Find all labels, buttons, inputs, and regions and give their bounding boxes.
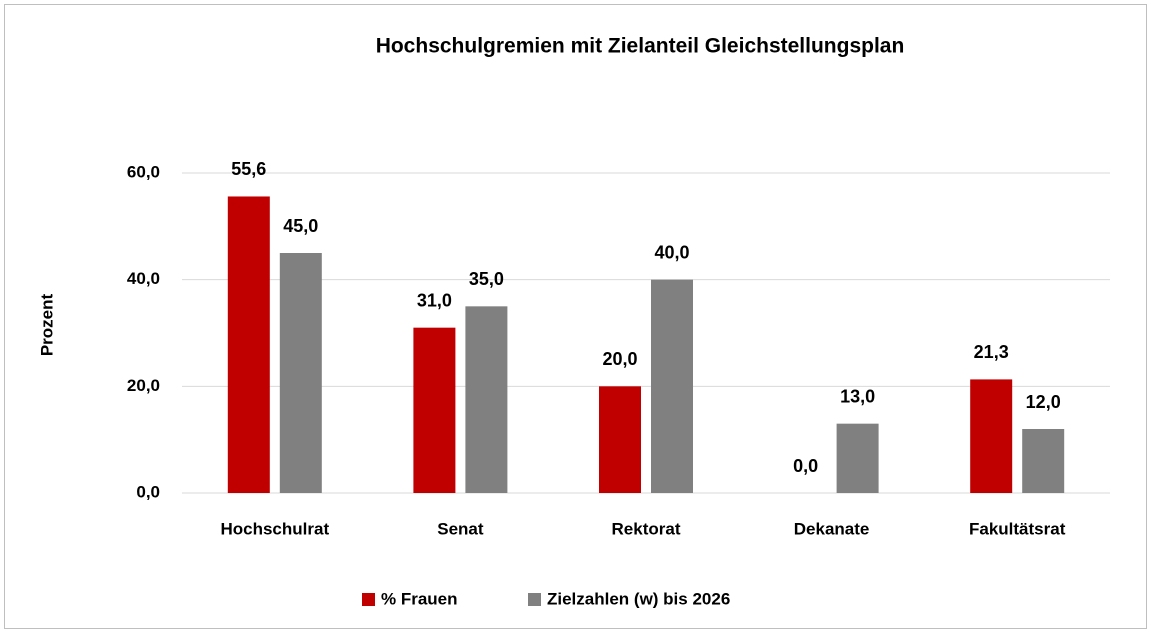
y-tick-label: 40,0: [127, 269, 160, 288]
data-label: 40,0: [654, 242, 689, 262]
bar: [227, 196, 270, 493]
legend-label: Zielzahlen (w) bis 2026: [547, 589, 730, 608]
x-tick-label: Senat: [437, 519, 484, 538]
bar: [836, 423, 879, 493]
data-label: 0,0: [793, 456, 818, 476]
data-label: 35,0: [469, 269, 504, 289]
data-label: 21,3: [974, 342, 1009, 362]
data-label: 45,0: [283, 216, 318, 236]
bar: [279, 253, 322, 493]
data-label: 55,6: [231, 159, 266, 179]
chart-title: Hochschulgremien mit Zielanteil Gleichst…: [376, 35, 905, 58]
y-tick-label: 20,0: [127, 376, 160, 395]
x-tick-label: Hochschulrat: [220, 519, 329, 538]
bar: [465, 306, 508, 493]
x-tick-label: Dekanate: [794, 519, 870, 538]
legend-label: % Frauen: [381, 589, 458, 608]
x-tick-label: Fakultätsrat: [969, 519, 1066, 538]
data-label: 31,0: [417, 290, 452, 310]
bar: [413, 327, 456, 493]
data-label: 20,0: [602, 349, 637, 369]
data-label: 12,0: [1026, 392, 1061, 412]
legend-swatch: [362, 593, 375, 606]
x-tick-label: Rektorat: [612, 519, 681, 538]
bar: [970, 379, 1013, 493]
y-tick-label: 60,0: [127, 162, 160, 181]
bar: [651, 279, 693, 493]
data-label: 13,0: [840, 386, 875, 406]
y-axis-label: Prozent: [37, 293, 56, 356]
bar: [599, 386, 641, 493]
y-tick-label: 0,0: [136, 482, 160, 501]
legend-swatch: [528, 593, 541, 606]
chart-border: [4, 4, 1147, 629]
bar: [1022, 429, 1065, 493]
